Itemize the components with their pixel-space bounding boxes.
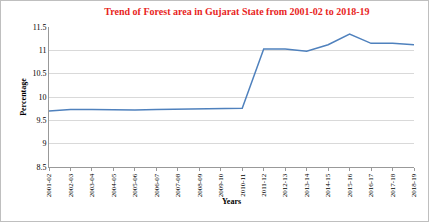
svg-text:11: 11	[39, 46, 47, 55]
svg-text:2017-18: 2017-18	[389, 173, 397, 197]
svg-text:9: 9	[42, 139, 46, 148]
svg-text:2007-08: 2007-08	[174, 173, 182, 197]
svg-text:2011-12: 2011-12	[260, 173, 268, 197]
svg-text:2001-02: 2001-02	[45, 173, 53, 197]
svg-text:2005-06: 2005-06	[131, 173, 139, 197]
svg-text:2006-07: 2006-07	[153, 173, 161, 197]
svg-text:2013-14: 2013-14	[303, 173, 311, 197]
svg-text:2010-11: 2010-11	[239, 173, 247, 197]
svg-text:2016-17: 2016-17	[367, 173, 375, 197]
svg-text:11.5: 11.5	[33, 23, 47, 32]
svg-text:2002-03: 2002-03	[67, 173, 75, 197]
svg-text:9.5: 9.5	[36, 116, 46, 125]
svg-text:2004-05: 2004-05	[110, 173, 118, 197]
svg-text:10.5: 10.5	[32, 69, 46, 78]
svg-text:2003-04: 2003-04	[88, 173, 96, 197]
svg-text:2009-10: 2009-10	[217, 173, 225, 197]
svg-text:2018-19: 2018-19	[410, 173, 418, 197]
svg-text:Years: Years	[222, 197, 241, 206]
svg-text:10: 10	[38, 93, 46, 102]
svg-text:8.5: 8.5	[36, 163, 46, 172]
svg-text:2014-15: 2014-15	[324, 173, 332, 197]
svg-text:2008-09: 2008-09	[196, 173, 204, 197]
svg-text:Trend of Forest area in Gujara: Trend of Forest area in Gujarat State fr…	[104, 6, 369, 17]
svg-text:Percentage: Percentage	[19, 78, 28, 116]
svg-text:2015-16: 2015-16	[346, 173, 354, 197]
svg-text:2012-13: 2012-13	[281, 173, 289, 197]
